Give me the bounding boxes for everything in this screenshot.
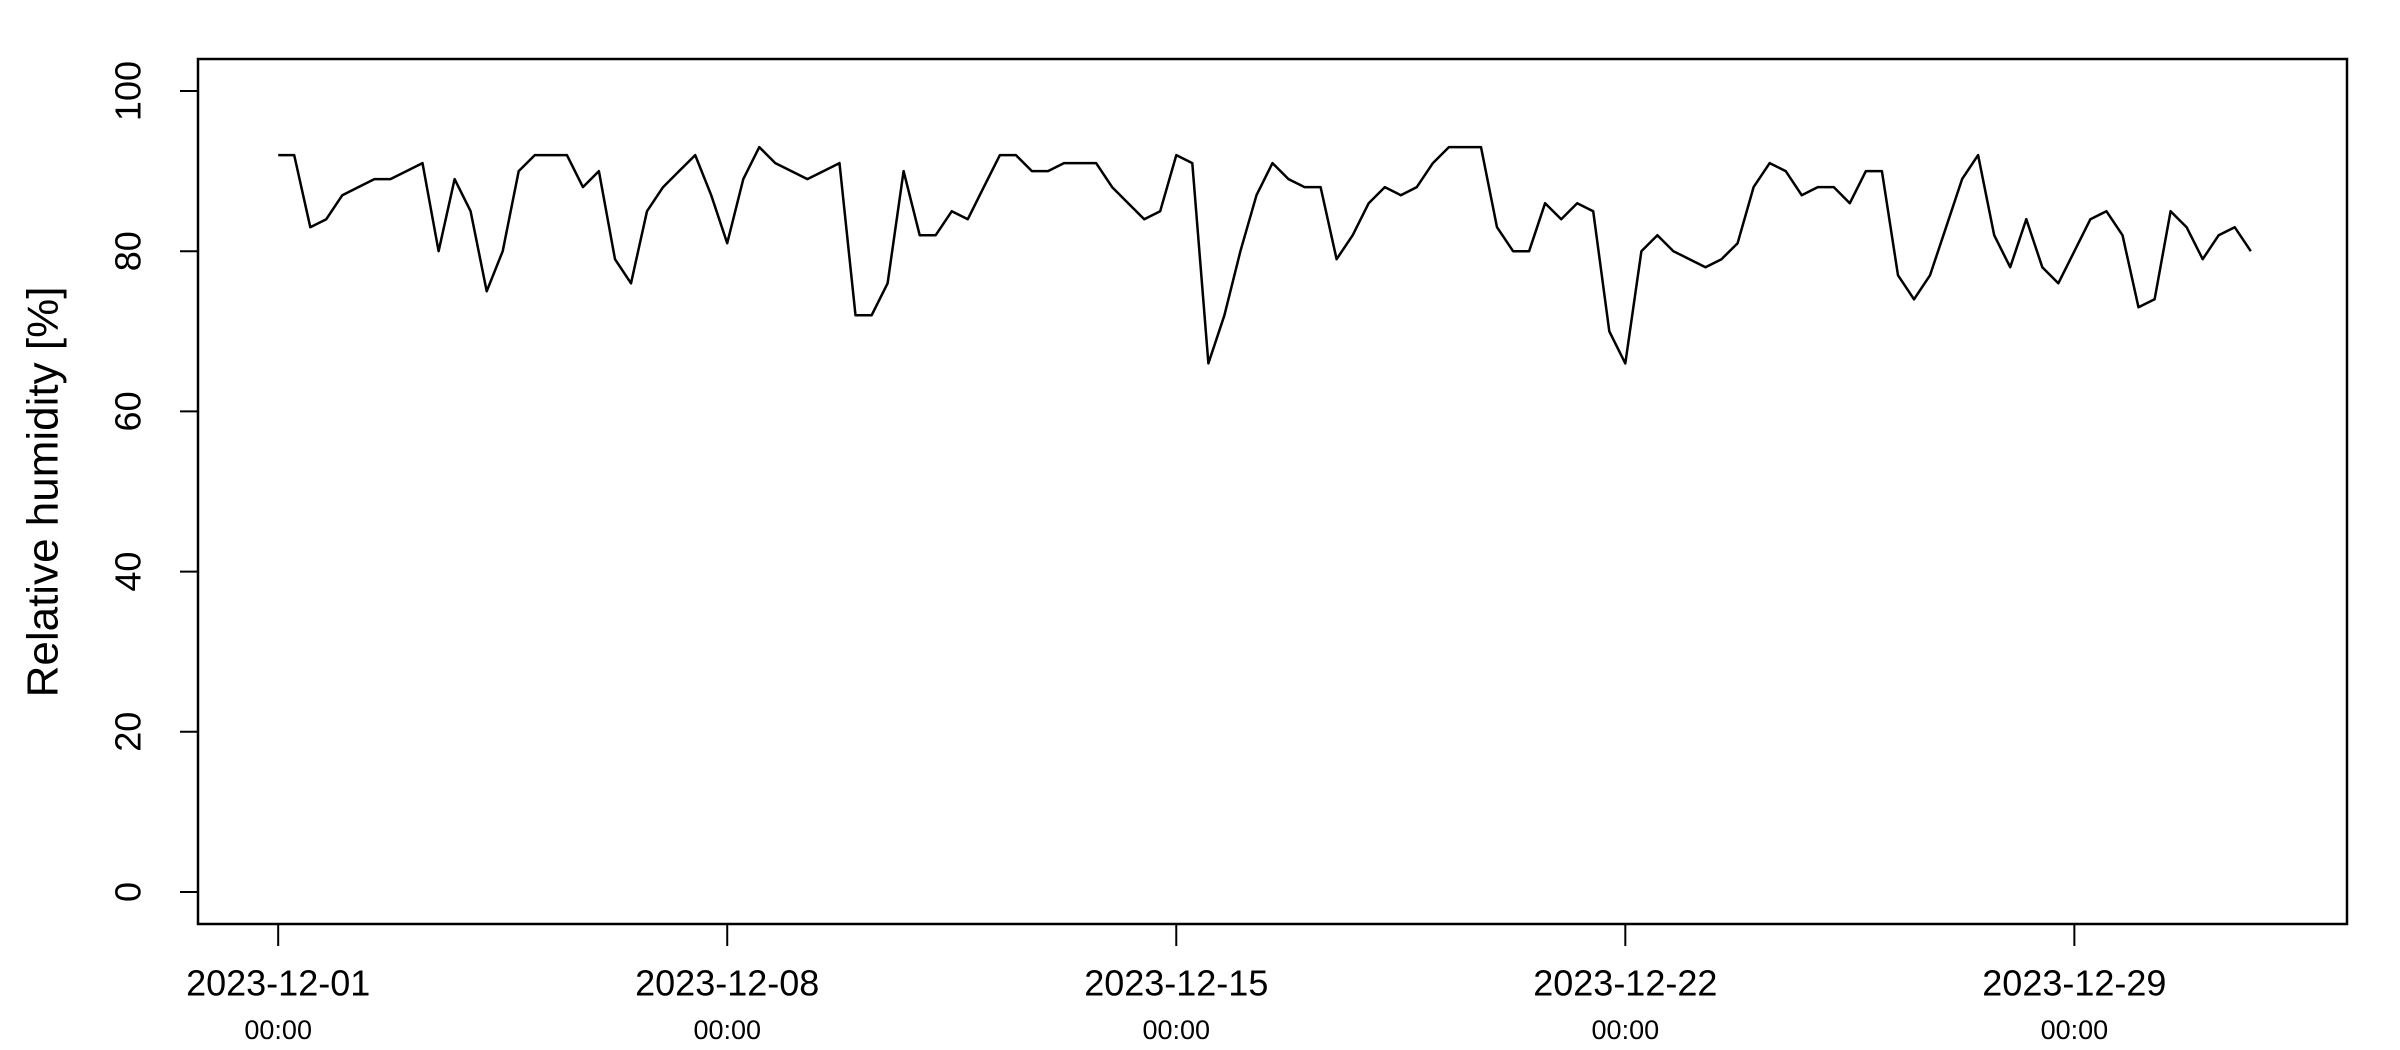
y-tick-label: 100 <box>108 61 149 121</box>
x-tick-label: 2023-12-15 <box>1084 963 1268 1004</box>
y-tick-label: 80 <box>108 231 149 271</box>
plot-frame <box>196 57 2349 926</box>
y-tick-label: 20 <box>108 712 149 752</box>
x-tick-sublabel: 00:00 <box>1592 1015 1660 1045</box>
humidity-line <box>278 145 2252 365</box>
y-tick-label: 60 <box>108 391 149 431</box>
x-tick-sublabel: 00:00 <box>244 1015 312 1045</box>
x-tick-sublabel: 00:00 <box>1142 1015 1210 1045</box>
x-tick-sublabel: 00:00 <box>693 1015 761 1045</box>
x-tick-label: 2023-12-01 <box>186 963 370 1004</box>
x-tick-label: 2023-12-29 <box>1982 963 2166 1004</box>
x-tick-sublabel: 00:00 <box>2041 1015 2109 1045</box>
y-tick-label: 40 <box>108 552 149 592</box>
x-tick-label: 2023-12-08 <box>635 963 819 1004</box>
y-axis-label: Relative humidity [%] <box>19 287 68 698</box>
y-tick-label: 0 <box>108 882 149 902</box>
x-tick-label: 2023-12-22 <box>1533 963 1717 1004</box>
